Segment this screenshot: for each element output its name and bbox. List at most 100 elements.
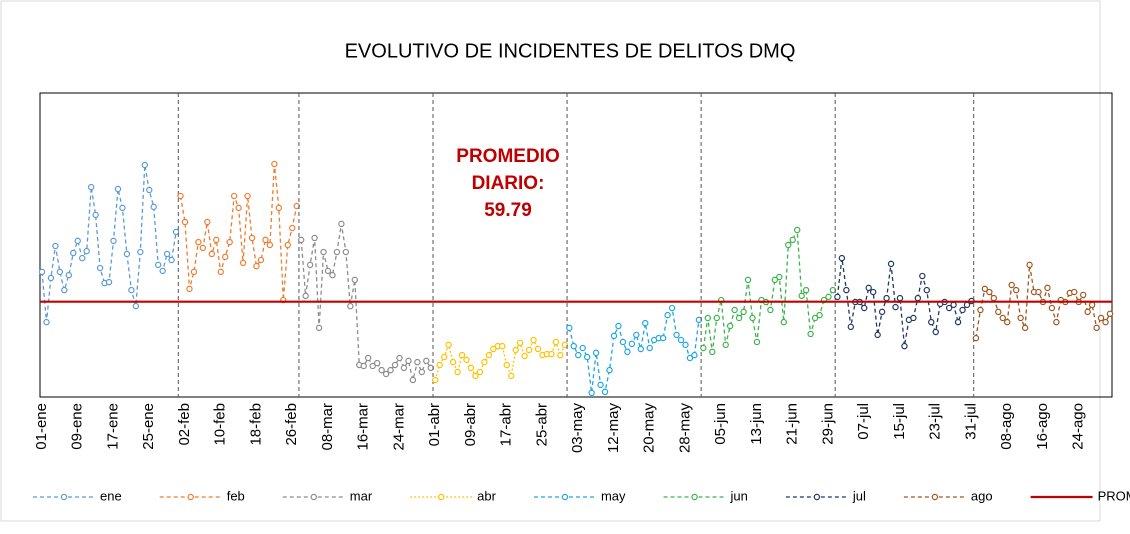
- data-point: [83, 247, 90, 255]
- data-point: [481, 358, 488, 366]
- data-point: [1026, 261, 1033, 269]
- x-tick-label: 20-may: [641, 403, 658, 454]
- data-point: [995, 308, 1002, 316]
- data-point: [342, 248, 350, 256]
- data-point: [932, 328, 939, 336]
- data-point: [262, 236, 269, 244]
- data-point: [159, 267, 166, 275]
- data-point: [168, 256, 175, 264]
- data-point: [990, 294, 998, 302]
- data-point: [373, 359, 381, 367]
- data-point: [405, 357, 412, 365]
- data-point: [204, 218, 211, 226]
- data-point: [512, 346, 519, 354]
- x-tick-label: 07-jul: [855, 403, 872, 440]
- data-point: [780, 318, 787, 326]
- data-point: [123, 250, 131, 258]
- data-point: [1012, 286, 1020, 294]
- data-point: [499, 342, 506, 350]
- data-point: [914, 294, 922, 302]
- data-point: [485, 351, 493, 359]
- x-tick-label: 24-ago: [1070, 403, 1087, 450]
- data-point: [516, 339, 524, 347]
- data-point: [579, 344, 586, 352]
- data-point: [659, 334, 667, 342]
- data-point: [1088, 301, 1096, 309]
- x-tick-label: 23-jul: [927, 403, 944, 440]
- data-point: [767, 306, 774, 314]
- data-point: [811, 314, 819, 322]
- x-tick-label: 01-abr: [426, 403, 443, 446]
- data-point: [79, 254, 86, 262]
- x-tick-label: 05-jun: [712, 403, 729, 445]
- data-point: [1053, 318, 1060, 326]
- legend-label: ago: [971, 488, 993, 503]
- data-point: [972, 334, 980, 342]
- x-tick-label: 16-ago: [1034, 403, 1051, 450]
- x-tick-label: 21-jun: [784, 403, 801, 445]
- x-tick-label: 08-ago: [998, 403, 1015, 450]
- x-tick-label: 17-ene: [104, 403, 121, 450]
- data-point: [950, 301, 957, 309]
- annotation-value: 59.79: [484, 200, 532, 221]
- legend-marker: [931, 493, 939, 501]
- data-point: [785, 241, 792, 249]
- data-point: [825, 293, 832, 301]
- data-point: [320, 248, 327, 256]
- data-point: [597, 381, 604, 389]
- data-point: [673, 331, 680, 339]
- data-point: [771, 276, 779, 284]
- annotation-text: PROMEDIO DIARIO:: [456, 146, 560, 194]
- data-point: [731, 306, 738, 314]
- data-point: [119, 204, 126, 212]
- data-point: [154, 261, 162, 269]
- data-point: [333, 248, 341, 256]
- data-point: [378, 366, 385, 374]
- legend-label: may: [601, 488, 626, 503]
- data-point: [843, 286, 850, 294]
- data-point: [1004, 318, 1011, 326]
- data-point: [552, 338, 560, 346]
- data-point: [628, 340, 636, 348]
- data-point: [954, 318, 962, 326]
- data-point: [682, 341, 689, 349]
- data-point: [458, 351, 466, 359]
- data-point: [508, 372, 515, 380]
- legend-marker: [437, 493, 445, 501]
- data-point: [454, 368, 461, 376]
- data-point: [959, 306, 966, 314]
- data-point: [235, 204, 242, 212]
- data-point: [472, 372, 479, 380]
- data-point: [575, 351, 582, 359]
- data-point: [1093, 324, 1100, 332]
- legend-label: ene: [100, 488, 122, 503]
- data-point: [557, 351, 564, 359]
- data-point: [365, 354, 372, 362]
- data-point: [664, 311, 671, 319]
- data-point: [588, 389, 595, 397]
- data-point: [1044, 284, 1051, 292]
- data-point: [213, 236, 220, 244]
- data-point: [414, 358, 421, 366]
- data-point: [807, 330, 814, 338]
- data-point: [878, 308, 886, 316]
- data-point: [986, 288, 993, 296]
- data-point: [776, 273, 783, 281]
- data-point: [726, 322, 734, 330]
- data-point: [548, 350, 555, 358]
- x-tick-label: 09-abr: [462, 403, 479, 446]
- data-point: [65, 271, 73, 279]
- x-tick-label: 31-jul: [962, 403, 979, 440]
- data-point: [637, 345, 644, 353]
- data-point: [338, 220, 345, 228]
- data-point: [874, 331, 881, 339]
- data-point: [391, 361, 399, 369]
- series-line: [300, 223, 432, 381]
- data-point: [521, 352, 528, 360]
- data-point: [744, 276, 752, 284]
- x-tick-label: 03-may: [569, 403, 586, 454]
- data-point: [400, 364, 408, 372]
- data-point: [503, 361, 510, 369]
- x-tick-label: 18-feb: [247, 403, 264, 446]
